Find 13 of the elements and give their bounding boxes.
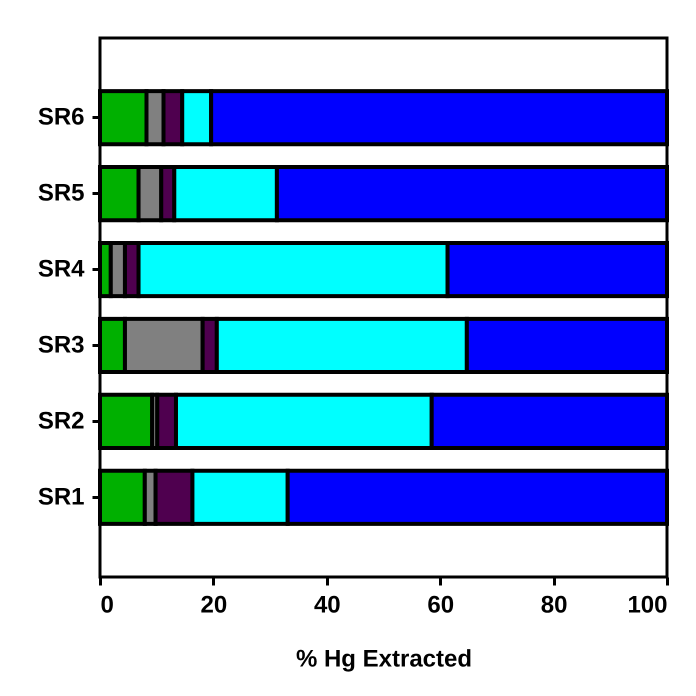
x-tick-label: 40 (314, 592, 341, 618)
x-tick-label: 0 (100, 592, 114, 618)
x-tick-label: 60 (427, 592, 454, 618)
y-tick-label: SR2 (38, 407, 84, 434)
x-axis-title: % Hg Extracted (296, 646, 472, 672)
x-tick-label: 100 (627, 592, 668, 618)
x-tick-label: 20 (200, 592, 228, 618)
y-tick-label: SR5 (38, 180, 84, 207)
y-tick-label: SR4 (38, 256, 86, 283)
y-tick-label: SR1 (38, 483, 84, 510)
x-tick-label: 80 (540, 592, 568, 618)
y-tick-label: SR6 (38, 104, 84, 131)
y-tick-label: SR3 (38, 331, 84, 358)
